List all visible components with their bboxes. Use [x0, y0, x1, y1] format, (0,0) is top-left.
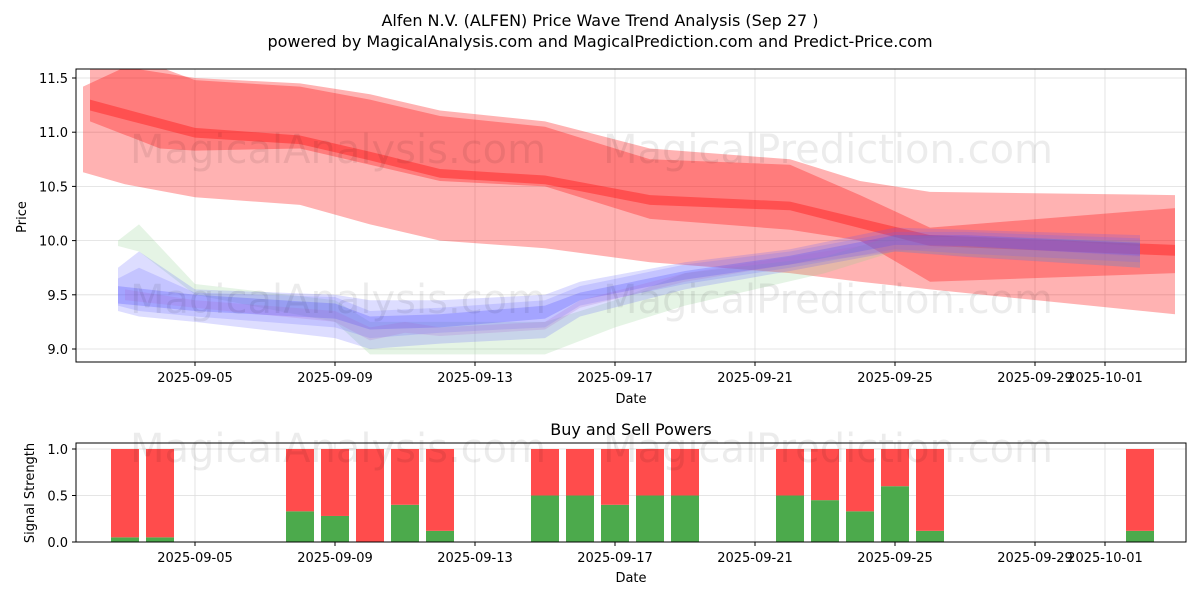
y-tick-label: 10.5 — [39, 180, 68, 195]
band-red-inner — [90, 69, 1175, 282]
sell-bar — [846, 449, 874, 512]
price-chart: 9.0 9.5 10.0 10.5 11.0 11.5 2025-09-05 2025-09-… — [15, 68, 1187, 407]
x-axis-label: Date — [615, 392, 646, 407]
watermark: MagicalAnalysis.com — [130, 277, 546, 323]
sell-bar — [601, 449, 629, 505]
x-tick-label: 2025-10-01 — [1067, 371, 1143, 386]
subchart-title: Buy and Sell Powers — [550, 420, 712, 439]
x-tick-label: 2025-09-21 — [717, 371, 793, 386]
x-tick-label: 2025-09-25 — [857, 371, 933, 386]
watermark: MagicalPrediction.com — [603, 277, 1053, 323]
sell-bar — [146, 449, 174, 538]
x-tick-label: 2025-10-01 — [1067, 551, 1143, 566]
band-purple — [125, 235, 1140, 341]
y-tick-label: 11.5 — [39, 72, 68, 87]
x-tick-label: 2025-09-17 — [577, 551, 653, 566]
band-red-outer — [83, 69, 1175, 315]
buy-bar — [566, 495, 594, 542]
sell-bar — [356, 449, 384, 542]
buy-bar — [881, 486, 909, 542]
buy-bar — [636, 495, 664, 542]
sell-bar — [391, 449, 419, 505]
x-tick-label: 2025-09-17 — [577, 371, 653, 386]
y-axis-label: Price — [15, 201, 30, 233]
y-tick-label: 11.0 — [39, 126, 68, 141]
sell-bar — [531, 449, 559, 496]
x-tick-label: 2025-09-05 — [157, 371, 233, 386]
x-axis-label: Date — [615, 571, 646, 586]
y-tick-label: 9.0 — [47, 343, 68, 358]
watermark: MagicalAnalysis.com — [130, 127, 546, 173]
band-blue-1 — [118, 227, 1140, 349]
buy-bar — [671, 495, 699, 542]
x-tick-label: 2025-09-13 — [437, 371, 513, 386]
y-tick-label: 9.5 — [47, 289, 68, 304]
sell-bar — [286, 449, 314, 512]
sell-bar — [321, 449, 349, 516]
x-tick-label: 2025-09-05 — [157, 551, 233, 566]
x-tick-label: 2025-09-25 — [857, 551, 933, 566]
x-tick-label: 2025-09-09 — [297, 551, 373, 566]
watermark: MagicalPrediction.com — [603, 127, 1053, 173]
sell-bar — [776, 449, 804, 496]
plot-frame — [75, 68, 1187, 363]
buy-bar — [916, 530, 944, 542]
buy-bar — [531, 495, 559, 542]
x-tick-label: 2025-09-13 — [437, 551, 513, 566]
signal-chart: 0.0 0.5 1.0 2025-09-05 2025-09-09 2025-09-13 2… — [23, 420, 1187, 586]
watermark: MagicalPrediction.com — [603, 426, 1053, 472]
chart-title: Alfen N.V. (ALFEN) Price Wave Trend Anal… — [381, 11, 818, 30]
bands-group — [83, 69, 1175, 355]
chart-subtitle: powered by MagicalAnalysis.com and Magic… — [267, 32, 932, 51]
x-tick-label: 2025-09-09 — [297, 371, 373, 386]
x-tick-label: 2025-09-21 — [717, 551, 793, 566]
y-tick-label: 0.5 — [47, 490, 68, 505]
x-tick-label: 2025-09-29 — [997, 551, 1073, 566]
buy-bar — [321, 515, 349, 542]
y-tick-label: 1.0 — [47, 443, 68, 458]
y-tick-label: 0.0 — [47, 536, 68, 551]
buy-bar — [111, 537, 139, 542]
sell-bar — [811, 449, 839, 501]
watermark: MagicalAnalysis.com — [130, 426, 546, 472]
buy-bar — [391, 504, 419, 542]
sell-bar — [566, 449, 594, 496]
sell-bar — [916, 449, 944, 531]
buy-bar — [846, 511, 874, 542]
band-blue-2 — [118, 231, 1140, 339]
sell-bar — [671, 449, 699, 496]
buy-bar — [286, 511, 314, 542]
sell-bar — [881, 449, 909, 487]
y-tick-label: 10.0 — [39, 235, 68, 250]
buy-bar — [601, 504, 629, 542]
sell-bar — [426, 449, 454, 531]
buy-bar — [811, 500, 839, 542]
plot-frame — [75, 442, 1187, 543]
sell-bar — [111, 449, 139, 538]
band-blue-3 — [118, 235, 1140, 330]
buy-bar — [1126, 530, 1154, 542]
sell-bar — [1126, 449, 1154, 531]
buy-bar — [426, 530, 454, 542]
sell-bar — [636, 449, 664, 496]
band-green — [118, 224, 1140, 355]
buy-bar — [146, 537, 174, 542]
x-tick-label: 2025-09-29 — [997, 371, 1073, 386]
buy-bar — [776, 495, 804, 542]
y-axis-label: Signal Strength — [23, 443, 38, 543]
